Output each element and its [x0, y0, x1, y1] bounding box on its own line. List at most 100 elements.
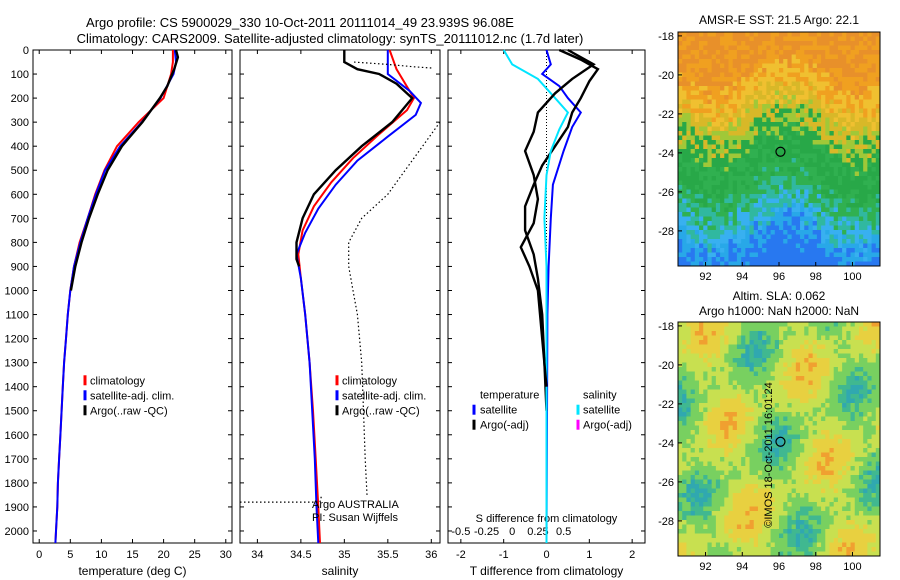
map-cell — [829, 50, 835, 55]
series-salinity-1 — [295, 50, 423, 544]
map-cell — [682, 430, 687, 435]
map-cell — [875, 376, 881, 381]
map-cell — [821, 90, 826, 96]
map-cell — [766, 149, 771, 154]
series-difference-0 — [540, 49, 583, 544]
map-cell — [753, 158, 759, 163]
map-cell — [871, 470, 877, 476]
map-cell — [791, 176, 797, 181]
map-cell — [867, 511, 872, 516]
map-cell — [686, 502, 692, 507]
map-cell — [711, 95, 717, 100]
map-cell — [829, 122, 835, 127]
map-cell — [825, 203, 830, 208]
map-cell — [812, 131, 818, 136]
map-cell — [757, 171, 763, 177]
map-cell — [766, 162, 771, 168]
map-cell — [804, 484, 809, 489]
map-cell — [736, 149, 742, 154]
map-cell — [682, 493, 687, 498]
map-cell — [804, 41, 809, 46]
map-cell — [749, 32, 755, 37]
map-cell — [694, 403, 700, 408]
map-cell — [762, 122, 767, 127]
map-cell — [808, 167, 814, 172]
map-cell — [833, 470, 839, 476]
map-cell — [804, 466, 809, 471]
map-cell — [686, 407, 692, 413]
map-cell — [753, 50, 759, 55]
map-cell — [703, 216, 708, 222]
map-cell — [682, 380, 687, 386]
map-cell — [808, 475, 814, 480]
map-cell — [686, 63, 692, 69]
map-cell — [787, 389, 793, 395]
map-cell — [741, 362, 746, 368]
map-cell — [783, 126, 788, 132]
map-cell — [741, 162, 746, 168]
map-cell — [816, 41, 822, 46]
map-cell — [795, 50, 801, 55]
map-cell — [720, 257, 725, 262]
map-cell — [779, 515, 784, 521]
map-cell — [791, 331, 797, 336]
map-cell — [779, 439, 784, 444]
map-cell — [711, 162, 717, 168]
map-cell — [808, 380, 814, 386]
map-cell — [787, 322, 793, 327]
map-cell — [795, 331, 801, 336]
map-cell — [703, 230, 708, 235]
map-cell — [867, 221, 872, 226]
map-cell — [724, 207, 729, 213]
map-cell — [715, 95, 721, 100]
map-cell — [816, 371, 822, 377]
map-cell — [741, 371, 746, 377]
map-cell — [808, 389, 814, 395]
map-cell — [779, 326, 784, 332]
map-cell — [774, 194, 780, 199]
map-cell — [720, 86, 725, 91]
map-cell — [682, 371, 687, 377]
map-cell — [766, 430, 771, 435]
map-cell — [833, 207, 839, 213]
map-cell — [749, 99, 755, 105]
map-cell — [724, 122, 729, 127]
map-cell — [854, 457, 860, 462]
map-cell — [837, 104, 843, 109]
map-cell — [821, 225, 826, 231]
map-cell — [741, 358, 746, 363]
map-cell — [728, 461, 734, 467]
map-cell — [787, 126, 793, 132]
map-cell — [850, 457, 856, 462]
map-cell — [804, 108, 809, 114]
map-cell — [875, 153, 881, 159]
map-cell — [812, 81, 818, 87]
map-cell — [770, 45, 776, 51]
map-cell — [732, 153, 738, 159]
map-cell — [724, 331, 729, 336]
map-cell — [728, 425, 734, 431]
map-cell — [749, 81, 755, 87]
map-cell — [720, 515, 725, 521]
map-cell — [783, 122, 788, 127]
map-cell — [774, 162, 780, 168]
map-cell — [753, 243, 759, 249]
map-cell — [829, 72, 835, 78]
map-cell — [875, 243, 881, 249]
map-cell — [678, 421, 683, 426]
map-cell — [846, 68, 851, 73]
map-cell — [745, 353, 750, 359]
map-cell — [821, 176, 826, 181]
map-cell — [774, 63, 780, 69]
map-cell — [766, 376, 771, 381]
map-cell — [720, 153, 725, 159]
map-cell — [787, 167, 793, 172]
map-cell — [858, 50, 864, 55]
map-cell — [816, 452, 822, 458]
map-cell — [795, 326, 801, 332]
map-cell — [833, 176, 839, 181]
map-cell — [854, 113, 860, 118]
map-cell — [795, 144, 801, 150]
map-cell — [854, 448, 860, 453]
map-cell — [837, 113, 843, 118]
